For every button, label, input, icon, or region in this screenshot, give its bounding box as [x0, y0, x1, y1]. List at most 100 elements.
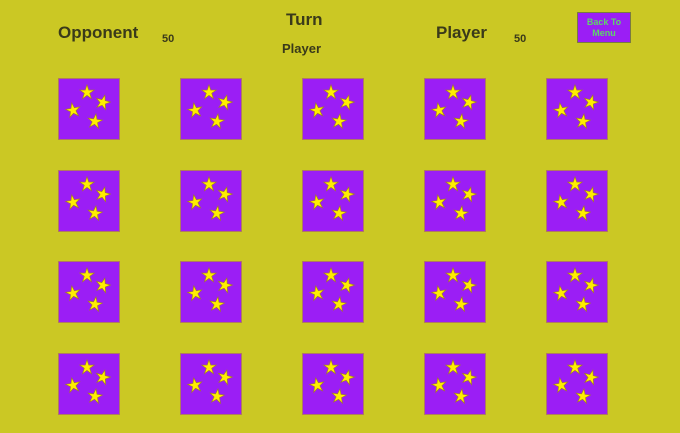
- star-icon: [430, 284, 447, 302]
- card[interactable]: [302, 352, 364, 415]
- card[interactable]: [424, 352, 486, 415]
- card[interactable]: [546, 169, 608, 232]
- star-icon: [186, 193, 203, 210]
- card[interactable]: [302, 169, 364, 232]
- star-icon: [445, 84, 461, 100]
- card[interactable]: [424, 169, 486, 232]
- star-icon: [445, 358, 461, 375]
- star-icon: [217, 185, 234, 203]
- star-icon: [217, 94, 234, 111]
- star-icon: [186, 101, 203, 119]
- star-icon: [430, 193, 447, 210]
- star-icon: [217, 368, 234, 386]
- star-icon: [64, 101, 81, 119]
- star-icon: [87, 112, 104, 130]
- star-icon: [339, 368, 356, 386]
- back-button-line1: Back To: [586, 17, 622, 27]
- star-icon: [430, 376, 447, 393]
- star-icon: [453, 295, 470, 313]
- star-icon: [461, 185, 478, 203]
- star-icon: [583, 94, 600, 111]
- star-icon: [453, 387, 470, 404]
- back-button-line2: Menu: [592, 28, 616, 38]
- card[interactable]: [546, 352, 608, 415]
- card[interactable]: [546, 78, 608, 140]
- star-icon: [575, 204, 592, 221]
- star-icon: [201, 84, 217, 100]
- star-icon: [583, 185, 600, 203]
- star-icon: [64, 193, 81, 210]
- card[interactable]: [58, 78, 120, 140]
- star-icon: [575, 387, 592, 404]
- opponent-score: 50: [162, 33, 175, 45]
- star-icon: [95, 185, 112, 203]
- star-icon: [308, 376, 325, 393]
- card[interactable]: [424, 261, 486, 323]
- star-icon: [552, 284, 569, 302]
- card[interactable]: [180, 169, 242, 232]
- card[interactable]: [546, 261, 608, 323]
- turn-label: Turn: [286, 10, 323, 29]
- turn-value: Player: [282, 41, 322, 56]
- star-icon: [339, 277, 356, 294]
- star-icon: [461, 94, 478, 111]
- star-icon: [323, 267, 339, 283]
- star-icon: [575, 295, 592, 313]
- star-icon: [331, 295, 348, 313]
- star-icon: [79, 84, 95, 100]
- star-icon: [323, 84, 339, 100]
- star-icon: [209, 387, 226, 404]
- star-icon: [339, 94, 356, 111]
- card[interactable]: [58, 352, 120, 415]
- star-icon: [567, 358, 583, 375]
- card[interactable]: [302, 78, 364, 140]
- star-icon: [567, 175, 583, 192]
- star-icon: [79, 267, 95, 283]
- player-label: Player: [436, 23, 488, 42]
- star-icon: [308, 101, 325, 119]
- card[interactable]: [58, 261, 120, 323]
- star-icon: [64, 284, 81, 302]
- star-icon: [331, 112, 348, 130]
- opponent-label: Opponent: [58, 23, 139, 42]
- star-icon: [201, 358, 217, 375]
- star-icon: [95, 277, 112, 294]
- star-icon: [552, 101, 569, 119]
- star-icon: [552, 376, 569, 393]
- star-icon: [209, 295, 226, 313]
- star-icon: [64, 376, 81, 393]
- star-icon: [308, 193, 325, 210]
- star-icon: [217, 277, 234, 294]
- card[interactable]: [58, 169, 120, 232]
- card[interactable]: [180, 261, 242, 323]
- star-icon: [201, 175, 217, 192]
- player-score: 50: [514, 33, 527, 45]
- star-icon: [95, 94, 112, 111]
- card[interactable]: [180, 352, 242, 415]
- star-icon: [186, 284, 203, 302]
- star-icon: [552, 193, 569, 210]
- star-icon: [461, 368, 478, 386]
- star-icon: [445, 175, 461, 192]
- star-icon: [445, 267, 461, 283]
- star-icon: [453, 112, 470, 130]
- card[interactable]: [180, 78, 242, 140]
- star-icon: [323, 175, 339, 192]
- star-icon: [323, 358, 339, 375]
- card[interactable]: [424, 78, 486, 140]
- star-icon: [95, 368, 112, 386]
- star-icon: [430, 101, 447, 119]
- star-icon: [87, 204, 104, 221]
- card[interactable]: [302, 261, 364, 323]
- star-icon: [209, 112, 226, 130]
- star-icon: [87, 295, 104, 313]
- star-icon: [567, 84, 583, 100]
- star-icon: [87, 387, 104, 404]
- star-icon: [331, 204, 348, 221]
- star-icon: [201, 267, 217, 283]
- star-icon: [79, 358, 95, 375]
- star-icon: [209, 204, 226, 221]
- star-icon: [575, 112, 592, 130]
- star-icon: [567, 267, 583, 283]
- back-to-menu-button[interactable]: Back To Menu: [577, 12, 631, 43]
